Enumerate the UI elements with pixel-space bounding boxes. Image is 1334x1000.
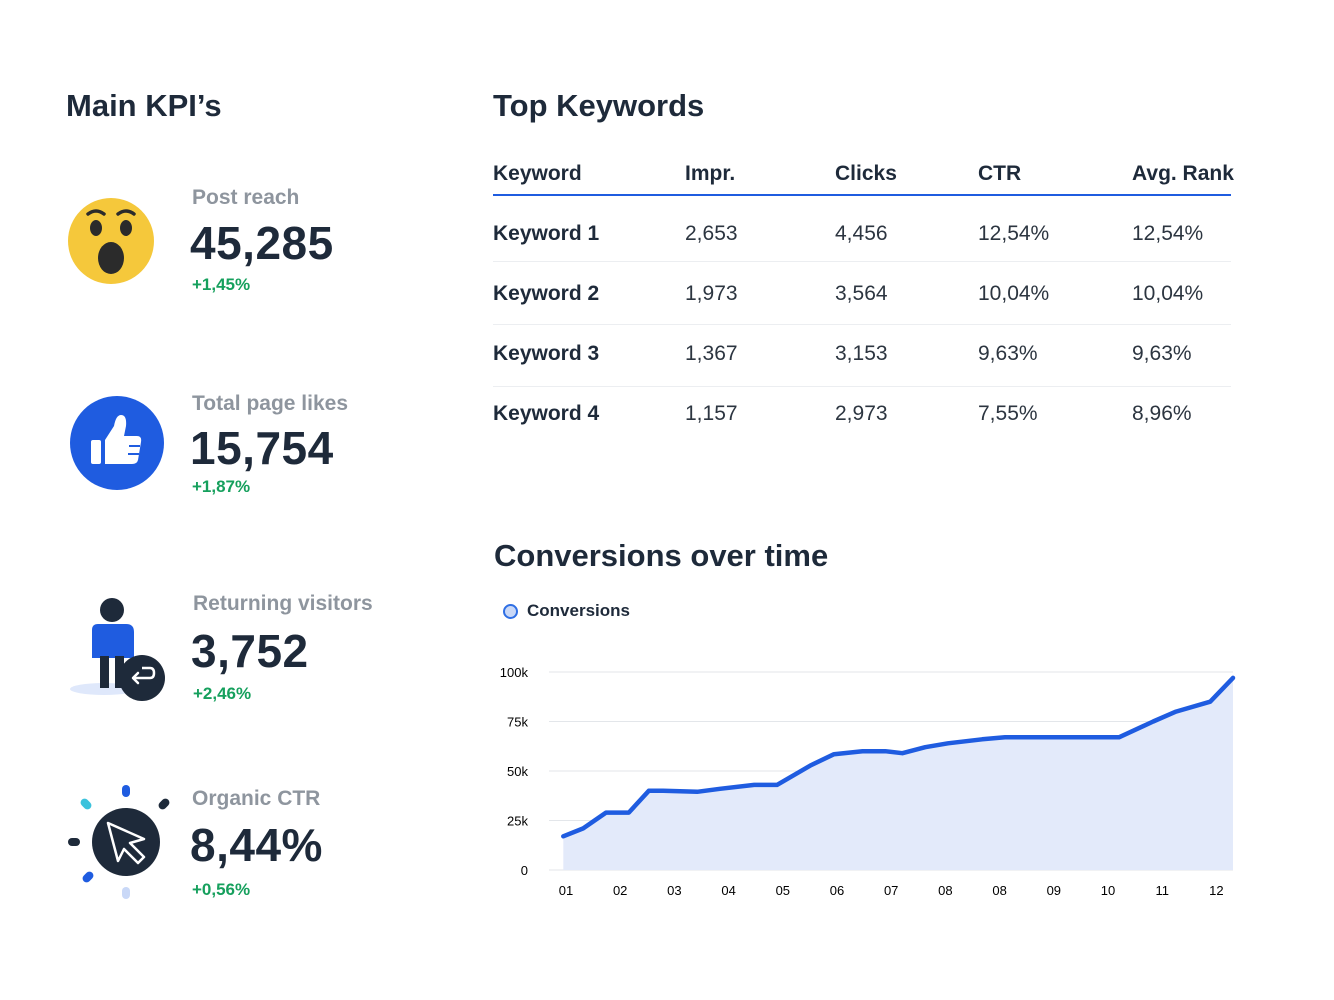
row-impressions: 1,973 bbox=[685, 282, 738, 305]
row-clicks: 2,973 bbox=[835, 402, 888, 425]
row-impressions: 1,367 bbox=[685, 342, 738, 365]
chart-legend[interactable]: Conversions bbox=[503, 601, 630, 621]
kpi-value-page-likes: 15,754 bbox=[190, 422, 334, 474]
x-tick-label: 09 bbox=[1047, 883, 1061, 898]
row-keyword: Keyword 4 bbox=[493, 402, 600, 425]
column-header-avg-rank[interactable]: Avg. Rank bbox=[1132, 162, 1234, 185]
kpi-label-post-reach: Post reach bbox=[192, 186, 300, 209]
kpi-change-post-reach: +1,45% bbox=[192, 275, 251, 294]
x-tick-label: 08 bbox=[992, 883, 1006, 898]
x-tick-label: 01 bbox=[559, 883, 573, 898]
x-tick-label: 07 bbox=[884, 883, 898, 898]
table-header-divider bbox=[493, 194, 1231, 196]
row-ctr: 12,54% bbox=[978, 222, 1050, 245]
column-header-ctr[interactable]: CTR bbox=[978, 162, 1022, 185]
row-keyword: Keyword 1 bbox=[493, 222, 600, 245]
column-header-clicks[interactable]: Clicks bbox=[835, 162, 897, 185]
row-clicks: 4,456 bbox=[835, 222, 888, 245]
x-tick-label: 03 bbox=[667, 883, 681, 898]
row-avg-rank: 8,96% bbox=[1132, 402, 1192, 425]
row-avg-rank: 9,63% bbox=[1132, 342, 1192, 365]
row-divider bbox=[493, 261, 1231, 262]
y-tick-label: 0 bbox=[521, 863, 528, 878]
column-header-impressions[interactable]: Impr. bbox=[685, 162, 736, 185]
y-tick-label: 100k bbox=[500, 665, 529, 680]
x-tick-label: 04 bbox=[721, 883, 735, 898]
row-divider bbox=[493, 324, 1231, 325]
kpi-label-returning-visitors: Returning visitors bbox=[193, 592, 373, 615]
wow-emoji-icon bbox=[66, 196, 158, 288]
x-tick-label: 02 bbox=[613, 883, 627, 898]
row-impressions: 1,157 bbox=[685, 402, 738, 425]
conversions-chart: 0 25k 50k 75k 100k 01 02 03 04 05 06 07 08 08 09 10 11 12 bbox=[500, 665, 1236, 898]
row-ctr: 7,55% bbox=[978, 402, 1038, 425]
conversions-line bbox=[561, 675, 1236, 839]
row-ctr: 9,63% bbox=[978, 342, 1038, 365]
kpi-change-page-likes: +1,87% bbox=[192, 477, 251, 496]
kpi-value-returning-visitors: 3,752 bbox=[191, 625, 309, 677]
cursor-click-icon bbox=[66, 783, 176, 901]
x-tick-label: 08 bbox=[938, 883, 952, 898]
row-avg-rank: 12,54% bbox=[1132, 222, 1204, 245]
x-tick-label: 06 bbox=[830, 883, 844, 898]
kpi-section-title: Main KPI’s bbox=[66, 88, 222, 123]
row-clicks: 3,564 bbox=[835, 282, 888, 305]
row-keyword: Keyword 2 bbox=[493, 282, 600, 305]
thumbs-up-icon bbox=[69, 396, 165, 492]
row-divider bbox=[493, 386, 1231, 387]
kpi-label-organic-ctr: Organic CTR bbox=[192, 787, 321, 810]
x-tick-label: 10 bbox=[1101, 883, 1115, 898]
x-tick-label: 05 bbox=[776, 883, 790, 898]
y-tick-label: 25k bbox=[507, 814, 528, 829]
row-clicks: 3,153 bbox=[835, 342, 888, 365]
kpi-value-post-reach: 45,285 bbox=[190, 217, 334, 269]
conversions-section-title: Conversions over time bbox=[494, 538, 829, 573]
column-header-keyword[interactable]: Keyword bbox=[493, 162, 582, 185]
y-tick-label: 75k bbox=[507, 715, 528, 730]
keywords-section-title: Top Keywords bbox=[493, 88, 705, 123]
row-ctr: 10,04% bbox=[978, 282, 1050, 305]
kpi-label-page-likes: Total page likes bbox=[192, 392, 348, 415]
x-tick-label: 11 bbox=[1155, 883, 1169, 898]
kpi-change-organic-ctr: +0,56% bbox=[192, 880, 251, 899]
legend-label: Conversions bbox=[527, 601, 630, 620]
y-tick-label: 50k bbox=[507, 764, 528, 779]
x-tick-label: 12 bbox=[1209, 883, 1223, 898]
returning-visitor-icon bbox=[66, 594, 170, 704]
kpi-value-organic-ctr: 8,44% bbox=[190, 819, 323, 871]
conversions-area bbox=[563, 677, 1233, 870]
row-impressions: 2,653 bbox=[685, 222, 738, 245]
row-avg-rank: 10,04% bbox=[1132, 282, 1204, 305]
kpi-change-returning-visitors: +2,46% bbox=[193, 684, 252, 703]
legend-marker bbox=[503, 603, 518, 619]
row-keyword: Keyword 3 bbox=[493, 342, 600, 365]
